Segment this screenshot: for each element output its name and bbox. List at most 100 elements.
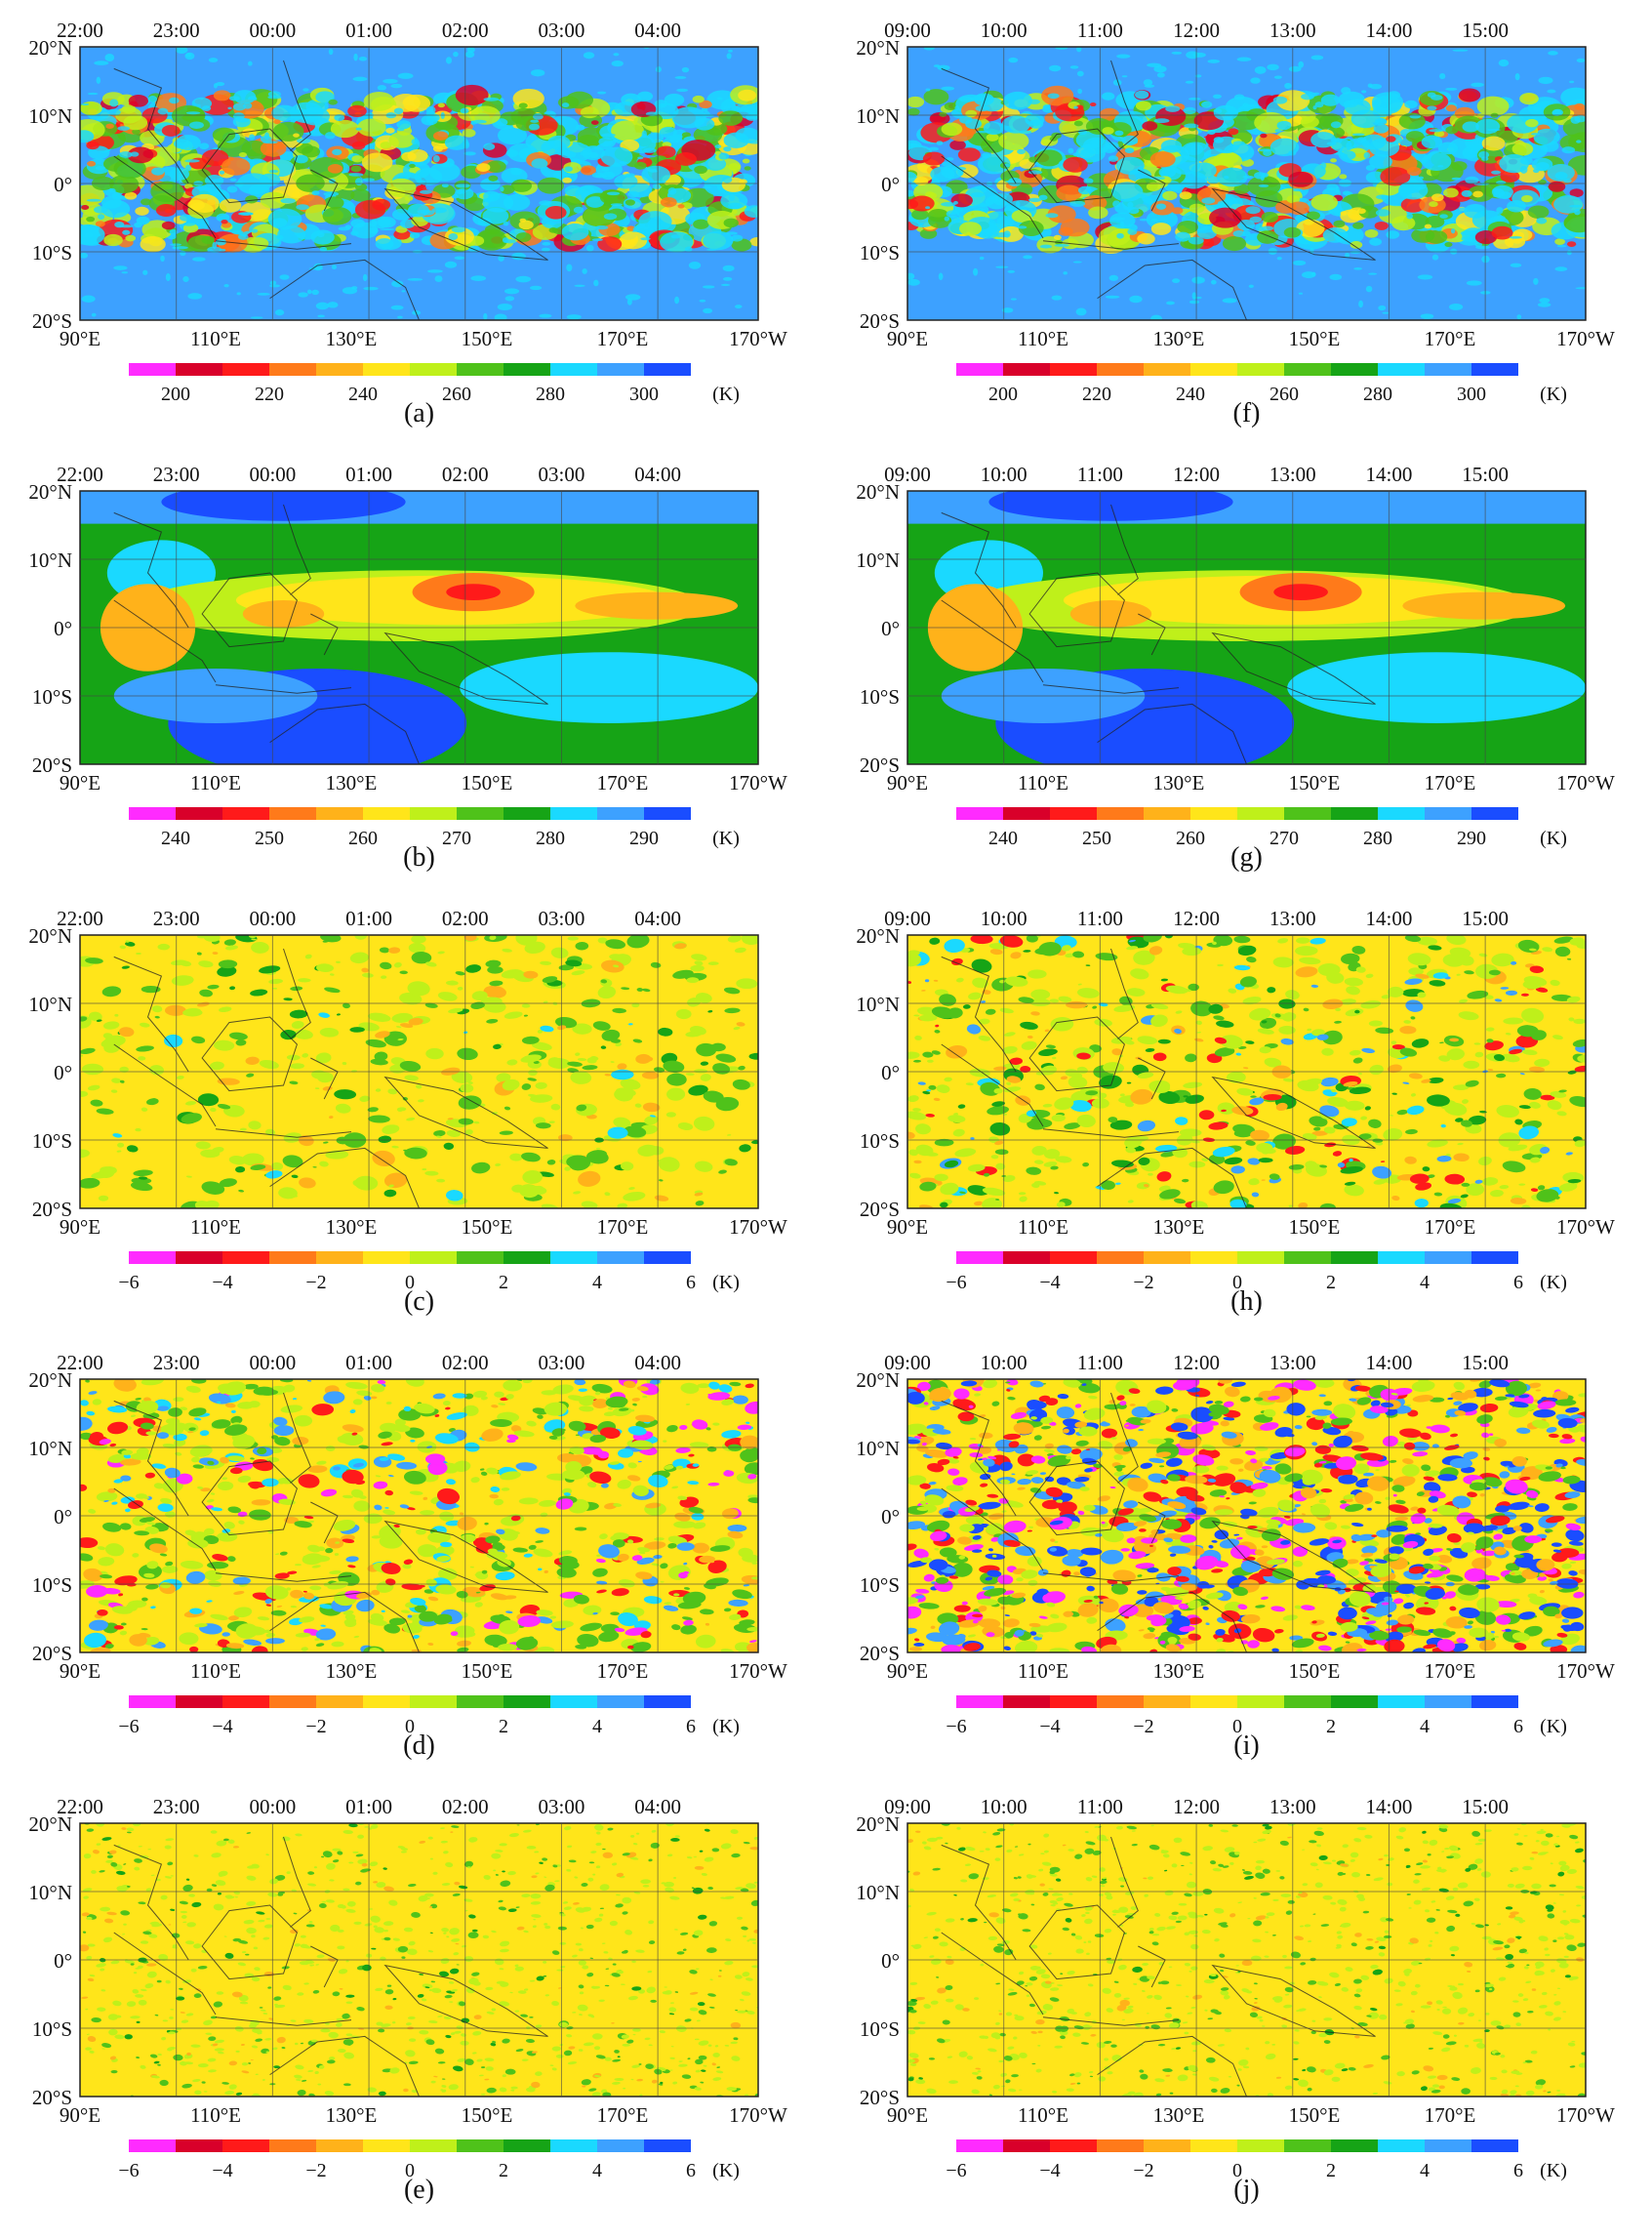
colorbar-swatch: [1425, 1251, 1471, 1264]
colorbar-tick-label: 240: [161, 828, 190, 849]
colorbar-swatch: [504, 807, 550, 820]
lat-tick-label: 20°N: [856, 924, 900, 948]
time-tick-label: 15:00: [1462, 1795, 1509, 1818]
colorbar-tick-label: 200: [988, 384, 1018, 405]
colorbar-tick-label: 260: [442, 384, 471, 405]
map-c: 20°N 10°N 0° 10°S 20°S90°E 110°E 130°E 150°E 170…: [28, 907, 787, 1293]
colorbar-swatch: [457, 1251, 504, 1264]
time-tick-label: 00:00: [249, 1795, 296, 1818]
time-tick-label: 13:00: [1269, 1351, 1316, 1374]
lon-tick-label: 90°E: [887, 2103, 928, 2127]
lat-tick-label: 20°N: [28, 924, 72, 948]
time-tick-label: 10:00: [981, 907, 1027, 930]
colorbar-swatch: [956, 807, 1003, 820]
colorbar-swatch: [597, 2139, 644, 2152]
lon-tick-label: 150°E: [462, 2103, 513, 2127]
lat-tick-label: 10°S: [32, 1129, 72, 1153]
lon-tick-label: 110°E: [1018, 1215, 1068, 1239]
lon-tick-label: 90°E: [887, 1215, 928, 1239]
colorbar-swatch: [176, 807, 222, 820]
colorbar-swatch: [1003, 363, 1050, 376]
colorbar-swatch: [269, 1695, 316, 1708]
panel-label: (d): [403, 1731, 435, 1761]
colorbar-swatch: [1190, 1695, 1237, 1708]
time-tick-label: 12:00: [1173, 907, 1220, 930]
time-tick-label: 09:00: [884, 907, 931, 930]
lon-tick-label: 90°E: [60, 327, 101, 350]
colorbar-swatch: [129, 1251, 176, 1264]
colorbar-tick-label: 240: [348, 384, 378, 405]
time-tick-label: 12:00: [1173, 463, 1220, 486]
time-tick-label: 03:00: [539, 907, 585, 930]
colorbar-swatch: [1471, 1695, 1518, 1708]
colorbar-tick-label: 2: [1326, 1716, 1336, 1737]
colorbar-swatch: [1471, 363, 1518, 376]
colorbar-tick-label: 0: [405, 2160, 415, 2181]
colorbar-swatch: [1237, 2139, 1284, 2152]
map-f: 20°N 10°N 0° 10°S 20°S90°E 110°E 130°E 150°E 170…: [856, 19, 1615, 405]
colorbar-swatch: [410, 807, 457, 820]
lat-tick-label: 20°N: [28, 480, 72, 504]
map-panel-h: 20°N 10°N 0° 10°S 20°S 90°E 110°E 130°E 150°E 170…: [827, 888, 1652, 1332]
lat-tick-label: 20°N: [856, 480, 900, 504]
colorbar-tick-label: 4: [592, 1716, 602, 1737]
colorbar: 240 250 260 270 280 290 (K): [956, 807, 1567, 849]
time-tick-label: 02:00: [442, 907, 489, 930]
colorbar-swatch: [1097, 1251, 1144, 1264]
colorbar-swatch: [550, 1695, 597, 1708]
lat-tick-label: 10°S: [860, 241, 900, 265]
lon-tick-label: 170°W: [1556, 771, 1615, 794]
colorbar-swatch: [644, 807, 691, 820]
time-tick-label: 14:00: [1366, 19, 1413, 42]
lon-tick-label: 170°E: [597, 327, 649, 350]
colorbar-tick-label: −4: [1039, 1272, 1060, 1293]
time-tick-label: 01:00: [345, 1795, 392, 1818]
lon-tick-label: 170°E: [597, 2103, 649, 2127]
colorbar-tick-label: 280: [1363, 384, 1392, 405]
colorbar-swatch: [1144, 2139, 1190, 2152]
time-tick-label: 00:00: [249, 907, 296, 930]
lon-tick-label: 150°E: [462, 327, 513, 350]
map-panel-b: 20°N 10°N 0° 10°S 20°S 90°E 110°E 130°E 150°E 170…: [0, 444, 825, 888]
colorbar-swatch: [1003, 2139, 1050, 2152]
lon-tick-label: 150°E: [462, 1215, 513, 1239]
lon-tick-label: 110°E: [1018, 771, 1068, 794]
lat-tick-label: 0°: [881, 1505, 900, 1528]
time-tick-label: 12:00: [1173, 19, 1220, 42]
time-tick-label: 04:00: [634, 1795, 681, 1818]
panel-label: (g): [1230, 842, 1263, 873]
colorbar-swatch: [176, 1251, 222, 1264]
colorbar-swatch: [1237, 363, 1284, 376]
colorbar-swatch: [1097, 2139, 1144, 2152]
time-tick-label: 15:00: [1462, 19, 1509, 42]
colorbar-swatch: [457, 2139, 504, 2152]
colorbar-swatch: [222, 363, 269, 376]
colorbar-swatch: [1378, 1695, 1425, 1708]
colorbar-unit: (K): [712, 2160, 740, 2181]
time-tick-label: 15:00: [1462, 907, 1509, 930]
colorbar-tick-label: −6: [946, 1716, 966, 1737]
colorbar-swatch: [1284, 807, 1331, 820]
lon-tick-label: 170°W: [729, 1659, 787, 1683]
colorbar-tick-label: 6: [686, 1272, 696, 1293]
colorbar-swatch: [176, 2139, 222, 2152]
colorbar-tick-label: 2: [499, 2160, 508, 2181]
lon-tick-label: 170°W: [1556, 1215, 1615, 1239]
time-tick-label: 22:00: [57, 463, 103, 486]
colorbar-tick-label: −6: [946, 1272, 966, 1293]
time-tick-label: 23:00: [153, 907, 200, 930]
colorbar-swatch: [1284, 1695, 1331, 1708]
lon-tick-label: 110°E: [1018, 327, 1068, 350]
colorbar-swatch: [1378, 363, 1425, 376]
time-tick-label: 23:00: [153, 19, 200, 42]
colorbar-tick-label: 6: [1513, 1716, 1523, 1737]
colorbar-swatch: [457, 1695, 504, 1708]
lat-tick-label: 20°S: [860, 2086, 900, 2109]
colorbar-tick-label: −2: [1133, 1716, 1153, 1737]
lat-tick-label: 20°S: [32, 1198, 72, 1221]
time-tick-label: 10:00: [981, 19, 1027, 42]
panel-label: (h): [1230, 1286, 1263, 1317]
colorbar-tick-label: 6: [686, 1716, 696, 1737]
lat-tick-label: 10°N: [28, 993, 72, 1016]
panel-label: (j): [1233, 2175, 1260, 2205]
